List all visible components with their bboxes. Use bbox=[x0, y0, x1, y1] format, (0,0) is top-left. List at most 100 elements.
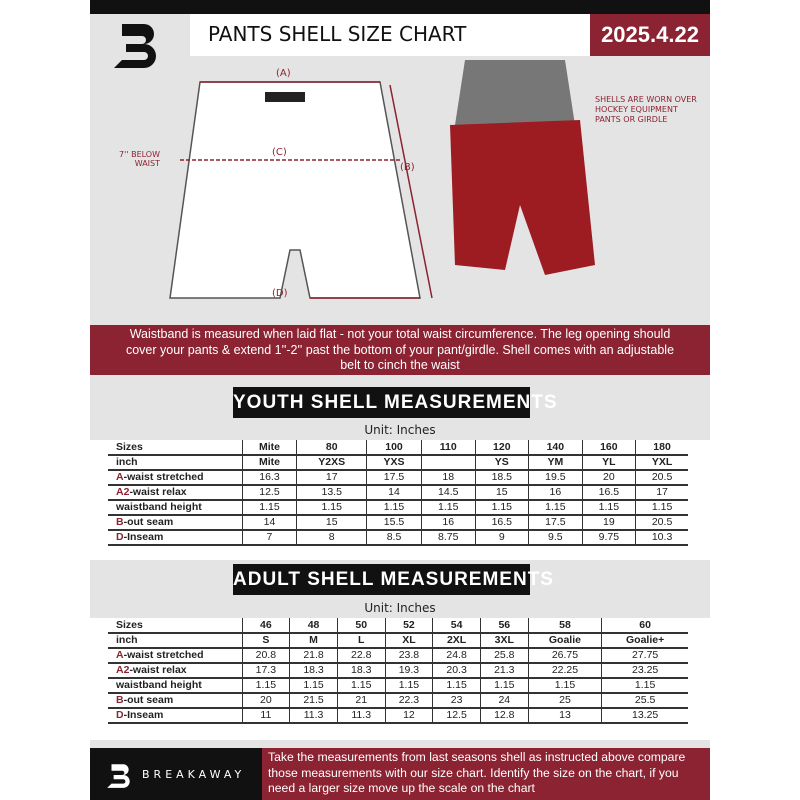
table-cell: L bbox=[336, 633, 386, 649]
adult-unit: Unit: Inches bbox=[364, 601, 436, 615]
table-cell: 12 bbox=[384, 708, 433, 724]
table-row: inch Mite Y2XS YXS YS YM YL YXL bbox=[108, 455, 688, 471]
table-cell: 20.3 bbox=[432, 663, 481, 679]
table-cell: 13.5 bbox=[296, 485, 367, 501]
table-cell: 24 bbox=[479, 693, 529, 709]
table-cell: 12.5 bbox=[432, 708, 481, 724]
measure-letter: A bbox=[116, 471, 124, 483]
measure-letter: A2 bbox=[116, 664, 130, 676]
table-row: D-Inseam 7 8 8.5 8.75 9 9.5 9.75 10.3 bbox=[108, 530, 688, 546]
table-cell: 18.5 bbox=[474, 470, 529, 486]
label-d: (D) bbox=[272, 288, 288, 299]
table-cell: 52 bbox=[384, 618, 433, 634]
row-label: D-Inseam bbox=[108, 530, 242, 546]
table-cell: 1.15 bbox=[432, 678, 481, 694]
row-label: Sizes bbox=[108, 618, 242, 634]
table-cell: 14 bbox=[241, 515, 297, 531]
youth-unit: Unit: Inches bbox=[364, 423, 436, 437]
table-cell: 17.5 bbox=[366, 470, 422, 486]
photo-note: SHELLS ARE WORN OVER HOCKEY EQUIPMENT PA… bbox=[595, 95, 697, 124]
table-cell: XL bbox=[384, 633, 433, 649]
table-cell: YM bbox=[528, 455, 583, 471]
table-cell: 17 bbox=[635, 485, 688, 501]
row-label: waistband height bbox=[108, 500, 242, 516]
table-cell: S bbox=[241, 633, 290, 649]
table-cell: 1.15 bbox=[527, 678, 602, 694]
table-cell: 20 bbox=[581, 470, 636, 486]
table-cell: 1.15 bbox=[296, 500, 367, 516]
row-label-text: inch bbox=[116, 456, 138, 468]
row-label-text: Sizes bbox=[116, 618, 143, 631]
table-cell: 120 bbox=[474, 440, 529, 456]
table-cell: 1.15 bbox=[474, 500, 529, 516]
table-cell: Goalie bbox=[527, 633, 602, 649]
row-label: inch bbox=[108, 633, 242, 649]
date-badge: 2025.4.22 bbox=[590, 14, 710, 56]
table-cell: 1.15 bbox=[241, 500, 297, 516]
adult-title: ADULT SHELL MEASUREMENTS bbox=[233, 564, 553, 595]
table-cell: 50 bbox=[336, 618, 386, 634]
table-cell: 8 bbox=[296, 530, 367, 546]
table-cell: 15 bbox=[296, 515, 367, 531]
table-cell: 16 bbox=[421, 515, 476, 531]
table-cell: Goalie+ bbox=[601, 633, 688, 649]
measure-letter: D bbox=[116, 531, 124, 543]
table-cell: 17.3 bbox=[241, 663, 290, 679]
brand-name: BREAKAWAY bbox=[142, 768, 246, 781]
row-label-text: -Inseam bbox=[123, 531, 164, 543]
below-waist-note: 7'' BELOW WAIST bbox=[119, 150, 160, 168]
table-cell: 18 bbox=[421, 470, 476, 486]
table-cell: 21.5 bbox=[289, 693, 338, 709]
measure-letter: B bbox=[116, 694, 124, 706]
youth-table: Sizes Mite 80 100 110 120 140 160 180 inch Mite Y2X… bbox=[108, 440, 688, 546]
table-cell: 11.3 bbox=[336, 708, 386, 724]
table-row: A-waist stretched 20.8 21.8 22.8 23.8 24.8 25.… bbox=[108, 648, 688, 664]
table-cell: 13 bbox=[527, 708, 602, 724]
table-cell: 9 bbox=[474, 530, 529, 546]
table-cell: 180 bbox=[635, 440, 688, 456]
table-cell: 19 bbox=[581, 515, 636, 531]
label-a: (A) bbox=[276, 68, 291, 79]
row-label-text: -out seam bbox=[123, 694, 174, 706]
table-row: Sizes 46 48 50 52 54 56 58 60 bbox=[108, 618, 688, 634]
table-cell: 24.8 bbox=[432, 648, 481, 664]
table-cell: 160 bbox=[581, 440, 636, 456]
table-cell: 18.3 bbox=[289, 663, 338, 679]
row-label-text: Sizes bbox=[116, 440, 143, 453]
table-cell: 8.75 bbox=[421, 530, 476, 546]
table-cell: 1.15 bbox=[336, 678, 386, 694]
table-cell: 22.8 bbox=[336, 648, 386, 664]
table-cell: 9.5 bbox=[528, 530, 583, 546]
table-cell: 16.5 bbox=[474, 515, 529, 531]
table-row: A2-waist relax 12.5 13.5 14 14.5 15 16 16.5 17 bbox=[108, 485, 688, 501]
row-label: A-waist stretched bbox=[108, 470, 242, 486]
measure-letter: B bbox=[116, 516, 124, 528]
measure-letter: A bbox=[116, 649, 124, 661]
table-cell: 27.75 bbox=[601, 648, 688, 664]
table-row: D-Inseam 11 11.3 11.3 12 12.5 12.8 13 13.25 bbox=[108, 708, 688, 724]
table-cell: Y2XS bbox=[296, 455, 367, 471]
table-cell: 14 bbox=[366, 485, 422, 501]
table-cell: Mite bbox=[241, 440, 297, 456]
table-cell: 25 bbox=[527, 693, 602, 709]
table-cell: 22.3 bbox=[384, 693, 433, 709]
table-cell: 21 bbox=[336, 693, 386, 709]
size-chart-page: PANTS SHELL SIZE CHART 2025.4.22 (A) (C)… bbox=[90, 0, 710, 800]
table-cell: 9.75 bbox=[581, 530, 636, 546]
measure-letter: D bbox=[116, 709, 124, 721]
pants-shell-photo bbox=[450, 60, 595, 275]
table-cell: 1.15 bbox=[241, 678, 290, 694]
table-cell: 20 bbox=[241, 693, 290, 709]
table-cell: 10.3 bbox=[635, 530, 688, 546]
table-cell: 1.15 bbox=[421, 500, 476, 516]
row-label: inch bbox=[108, 455, 242, 471]
table-cell bbox=[421, 455, 476, 471]
table-cell: 1.15 bbox=[366, 500, 422, 516]
table-cell: 1.15 bbox=[601, 678, 688, 694]
row-label-text: waistband height bbox=[116, 679, 202, 691]
row-label-text: -waist stretched bbox=[123, 471, 204, 483]
table-cell: YS bbox=[474, 455, 529, 471]
table-cell: 48 bbox=[289, 618, 338, 634]
table-cell: 19.3 bbox=[384, 663, 433, 679]
pants-diagram bbox=[169, 81, 433, 299]
